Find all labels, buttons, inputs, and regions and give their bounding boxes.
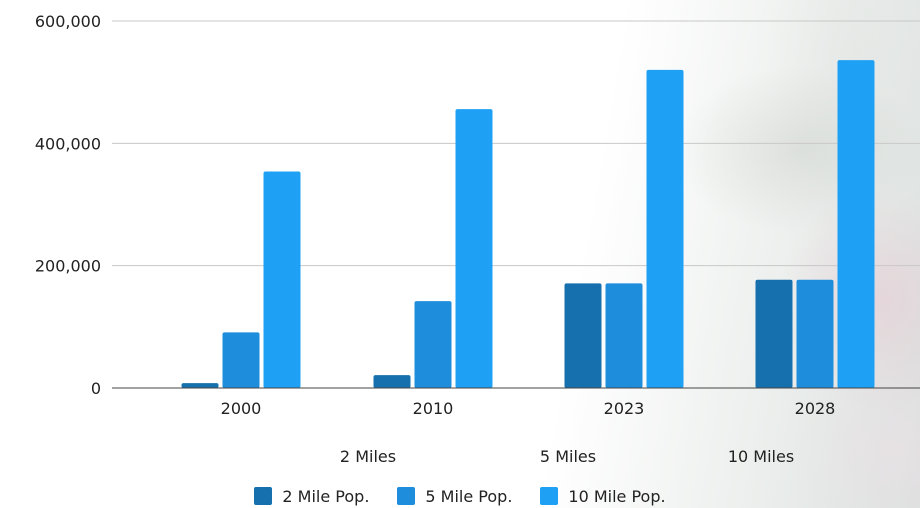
bar-2028-3[interactable] (837, 60, 875, 388)
legend-item-10-mile[interactable]: 10 Mile Pop. (540, 486, 666, 506)
y-tick-label: 200,000 (35, 257, 101, 276)
bar-2010-2[interactable] (414, 301, 452, 388)
sub-label: 5 Miles (540, 447, 596, 466)
bar-2010-3[interactable] (455, 109, 493, 388)
legend: 2 Mile Pop. 5 Mile Pop. 10 Mile Pop. (0, 484, 920, 508)
legend-swatch-10-mile (540, 487, 559, 505)
legend-label-2-mile: 2 Mile Pop. (282, 486, 370, 506)
bar-2000-3[interactable] (263, 171, 301, 388)
sub-label: 10 Miles (728, 447, 794, 466)
bar-2023-1[interactable] (564, 283, 602, 388)
bar-2028-1[interactable] (755, 279, 793, 388)
x-tick-label: 2023 (604, 399, 645, 418)
x-axis-labels: 2000 2010 2023 2028 (221, 399, 836, 418)
bar-2028-2[interactable] (796, 279, 834, 388)
grid-lines (112, 20, 920, 267)
group-sub-labels: 2 Miles 5 Miles 10 Miles (340, 447, 794, 466)
legend-label-10-mile: 10 Mile Pop. (568, 486, 666, 506)
y-axis-labels: 0 200,000 400,000 600,000 (35, 12, 101, 398)
bar-2023-2[interactable] (605, 283, 643, 388)
legend-swatch-5-mile (397, 487, 416, 505)
bar-2023-3[interactable] (646, 69, 684, 388)
y-tick-label: 0 (91, 379, 101, 398)
x-tick-label: 2010 (413, 399, 454, 418)
x-tick-label: 2028 (795, 399, 836, 418)
legend-item-2-mile[interactable]: 2 Mile Pop. (254, 487, 369, 506)
y-tick-label: 600,000 (35, 12, 101, 31)
legend-swatch-2-mile (254, 487, 273, 505)
legend-label-5-mile: 5 Mile Pop. (425, 486, 513, 506)
y-tick-label: 400,000 (35, 134, 101, 153)
sub-label: 2 Miles (340, 447, 396, 466)
x-tick-label: 2000 (221, 399, 262, 418)
legend-item-5-mile[interactable]: 5 Mile Pop. (397, 487, 512, 506)
bar-2000-2[interactable] (222, 332, 260, 388)
bar-2000-1[interactable] (181, 383, 219, 388)
bars (181, 60, 875, 388)
bar-2010-1[interactable] (373, 375, 411, 388)
